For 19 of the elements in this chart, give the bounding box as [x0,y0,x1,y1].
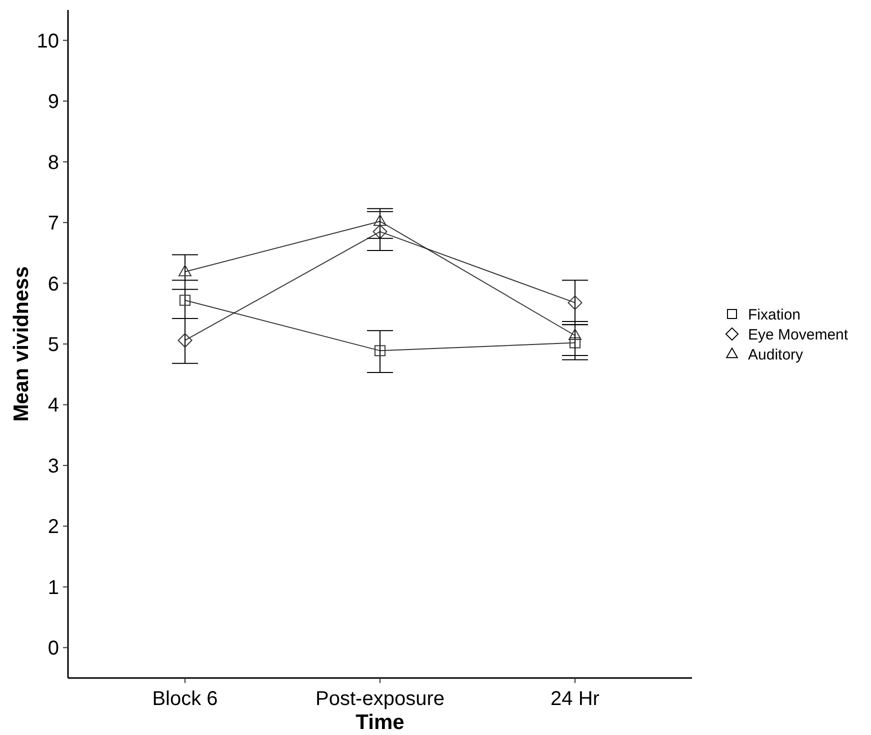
y-tick-label: 0 [48,638,59,660]
legend-label: Fixation [748,306,801,324]
y-tick-label: 5 [48,334,59,356]
x-tick-label: Block 6 [152,688,218,710]
y-axis-title: Mean vividness [10,266,33,422]
x-tick-label: 24 Hr [550,688,600,710]
y-tick-label: 4 [48,394,59,417]
x-tick-label: Post-exposure [316,688,444,710]
legend-label: Auditory [748,346,804,364]
y-tick-label: 8 [48,152,59,174]
y-tick-label: 9 [48,91,59,114]
x-axis-title: Time [356,711,404,734]
y-tick-label: 1 [48,576,59,599]
legend-label: Eye Movement [748,326,849,344]
y-tick-label: 3 [48,455,59,478]
y-tick-label: 2 [48,516,59,538]
y-tick-label: 7 [48,212,59,235]
y-tick-label: 10 [36,30,59,52]
y-tick-label: 6 [48,273,59,296]
